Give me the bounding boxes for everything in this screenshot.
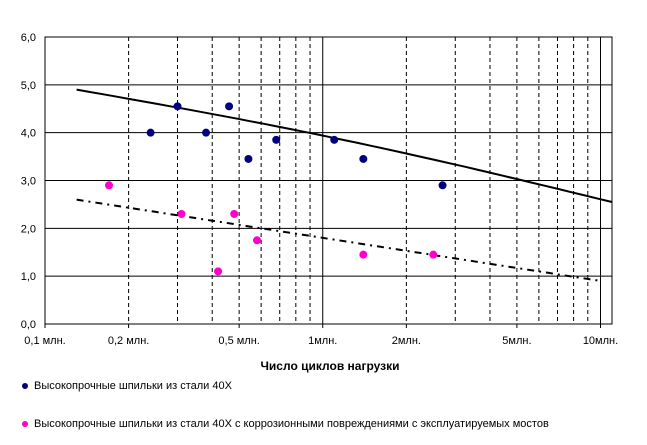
data-point-series-1 [330,135,339,144]
y-tick-label: 1,0 [21,271,36,283]
x-tick-label: 5млн. [502,335,531,347]
y-tick-label: 2,0 [21,223,36,235]
data-point-series-2 [105,181,114,190]
x-tick-label: 0,1 млн. [24,335,65,347]
data-point-series-1 [438,181,447,190]
data-point-series-2 [177,209,186,218]
legend-item-series-2: Высокопрочные шпильки из стали 40Х с кор… [22,418,549,430]
data-point-series-1 [272,135,281,144]
x-tick-label: 10млн. [583,335,618,347]
data-points [105,102,447,276]
legend-item-series-1: Высокопрочные шпильки из стали 40Х [22,380,232,392]
y-tick-label: 0,0 [21,319,36,331]
y-tick-label: 3,0 [21,176,36,188]
data-point-series-2 [230,209,239,218]
x-axis-title: Число циклов нагрузки [261,359,400,373]
data-point-series-1 [202,128,211,137]
data-point-series-1 [146,128,155,137]
plot-frame [44,36,613,325]
axes: 0,0 1,0 2,0 3,0 4,0 5,0 6,0 0,1 млн. 0,2 млн. 0,5… [21,32,618,347]
y-tick-label: 6,0 [21,32,36,44]
x-tick-label: 1млн. [308,335,337,347]
x-tick-label: 2млн. [392,335,421,347]
trendline-series-2 [76,198,601,282]
data-point-series-2 [429,250,438,259]
x-tick-label: 0,5 млн. [218,335,259,347]
legend-label-series-1: Высокопрочные шпильки из стали 40Х [34,380,232,392]
data-point-series-1 [173,102,182,111]
x-tick-label: 0,2 млн. [108,335,149,347]
data-point-series-2 [214,267,223,276]
data-point-series-1 [244,154,253,163]
data-point-series-2 [253,236,262,245]
trendlines [76,88,613,282]
y-tick-label: 5,0 [21,80,36,92]
legend-marker-series-1 [22,383,28,389]
data-point-series-1 [359,154,368,163]
legend-marker-series-2 [22,421,28,427]
legend-label-series-2: Высокопрочные шпильки из стали 40Х с кор… [34,418,549,430]
data-point-series-2 [359,250,368,259]
data-point-series-1 [225,102,234,111]
y-tick-label: 4,0 [21,128,36,140]
trendline-series-1 [76,88,613,203]
